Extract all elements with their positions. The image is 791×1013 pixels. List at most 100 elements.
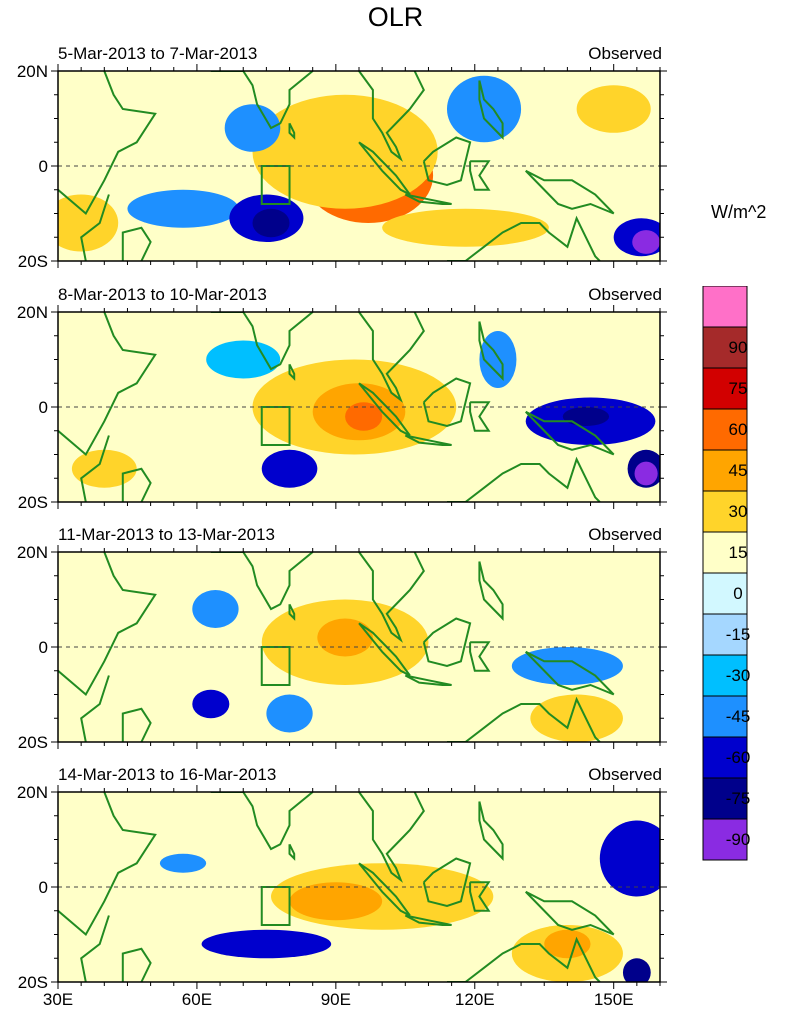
olr-anomaly-region (224, 104, 281, 152)
colorbar-label: 15 (728, 542, 748, 562)
coastline (121, 947, 152, 982)
coastline (358, 312, 425, 403)
coastline (524, 650, 615, 696)
map-panel: 20N 0 20S 8-Mar-2013 to 10-Mar-2013 Observed (0, 285, 700, 525)
map-panel: 20N 0 20S 11-Mar-2013 to 13-Mar-2013 Observe… (0, 525, 700, 765)
coastline (58, 552, 157, 697)
coastline (121, 226, 152, 261)
colorbar-label: 75 (728, 378, 748, 398)
colorbar-label: -45 (725, 706, 751, 726)
y-tick-label: 0 (39, 878, 48, 897)
colorbar-label: 60 (728, 419, 748, 439)
olr-anomaly-region (71, 449, 137, 488)
panel-date-range: 14-Mar-2013 to 16-Mar-2013 (58, 765, 277, 784)
olr-anomaly-region (252, 94, 438, 209)
coastline (524, 890, 615, 936)
coastline (524, 410, 615, 456)
coastline (210, 71, 314, 130)
coastline (80, 675, 110, 742)
panel-date-range: 11-Mar-2013 to 13-Mar-2013 (58, 525, 276, 544)
coastline (210, 792, 314, 851)
colorbar-swatch (702, 367, 748, 410)
olr-anomaly-region (289, 882, 383, 921)
panel-type-label: Observed (588, 285, 662, 304)
colorbar-swatch (702, 777, 748, 820)
olr-anomaly-region (530, 694, 623, 742)
coastline (288, 603, 296, 621)
olr-anomaly-region (317, 618, 373, 657)
coastline (80, 915, 110, 982)
coastline (404, 434, 452, 446)
olr-anomaly-region (632, 230, 660, 254)
y-tick-label: 0 (39, 398, 48, 417)
coastline (288, 122, 296, 140)
coastline (469, 881, 491, 912)
x-tick-label: 120E (454, 990, 495, 1009)
coastline (404, 674, 452, 686)
colorbar-label: 30 (728, 501, 748, 521)
figure-title: OLR (367, 2, 424, 32)
map-canvas: 20N 0 20S (17, 543, 667, 752)
coastline (210, 552, 314, 611)
panel-date-range: 5-Mar-2013 to 7-Mar-2013 (58, 44, 258, 63)
olr-anomaly-region (159, 853, 207, 873)
olr-anomaly-region (206, 340, 281, 379)
colorbar-swatch (702, 531, 748, 574)
olr-anomaly-region (634, 461, 658, 486)
olr-anomaly-region (622, 958, 651, 982)
coastline (121, 707, 152, 742)
coastline (447, 456, 601, 502)
coastline (404, 193, 452, 205)
olr-anomaly-region (599, 820, 660, 897)
colorbar-swatch (702, 736, 748, 779)
y-tick-label: 20S (18, 973, 48, 992)
olr-anomaly-region (58, 194, 119, 252)
colorbar-label: -90 (725, 829, 751, 849)
colorbar-swatch (702, 818, 748, 861)
coastline (469, 641, 491, 672)
panel-type-label: Observed (588, 44, 662, 63)
coastline (422, 377, 472, 428)
map-panel: 20N 0 20S 14-Mar-2013 to 16-Mar-2013 Observe… (0, 765, 700, 1005)
map-canvas: 20N 0 20S (17, 62, 667, 271)
coastline (210, 312, 314, 371)
colorbar-swatch (702, 286, 748, 328)
panel-type-label: Observed (588, 765, 662, 784)
olr-anomaly-region (192, 689, 230, 719)
colorbar-label: -60 (725, 747, 751, 767)
olr-anomaly-region (127, 189, 239, 228)
panel-date-range: 8-Mar-2013 to 10-Mar-2013 (58, 285, 267, 304)
coastline (358, 792, 425, 883)
colorbar-label: -75 (725, 788, 751, 808)
coastline (80, 194, 110, 261)
coastline (524, 169, 615, 215)
x-tick-label: 30E (42, 990, 74, 1009)
olr-anomaly-region (446, 75, 522, 143)
coastline (422, 136, 472, 187)
olr-anomaly-region (493, 575, 549, 624)
coastline (358, 552, 425, 643)
y-tick-label: 0 (39, 638, 48, 657)
coastline (121, 467, 152, 502)
colorbar-label: 0 (733, 583, 743, 603)
colorbar-label: 90 (728, 337, 748, 357)
coastline (478, 561, 504, 621)
coastline (478, 80, 504, 140)
colorbar-label: -30 (725, 665, 751, 685)
map-canvas: 20N 0 20S (17, 783, 667, 992)
coastline (288, 363, 296, 381)
x-axis-labels: 30E 60E 90E 120E 150E (0, 990, 700, 1012)
y-tick-label: 20N (17, 783, 48, 802)
olr-anomaly-region (252, 208, 290, 238)
y-tick-label: 0 (39, 157, 48, 176)
coastline (288, 843, 296, 861)
y-tick-label: 20N (17, 62, 48, 81)
map-canvas: 20N 0 20S (17, 303, 667, 512)
y-tick-label: 20S (18, 733, 48, 752)
olr-anomaly-region (192, 590, 239, 628)
panel-type-label: Observed (588, 525, 662, 544)
x-tick-label: 60E (181, 990, 213, 1009)
y-tick-label: 20S (18, 493, 48, 512)
colorbar-label: 45 (728, 460, 748, 480)
coastline (80, 435, 110, 502)
